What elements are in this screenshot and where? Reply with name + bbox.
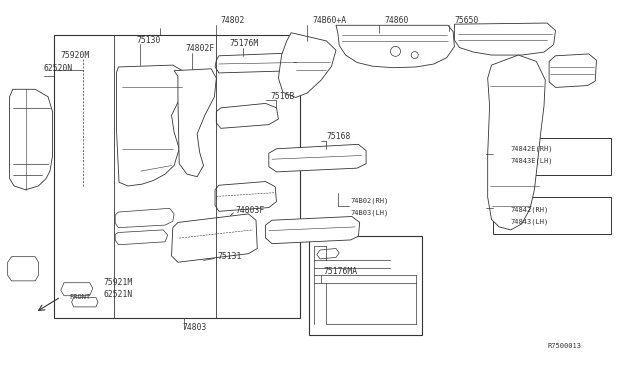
- Text: 75168: 75168: [326, 132, 351, 141]
- Text: FRONT: FRONT: [69, 294, 90, 300]
- Polygon shape: [216, 103, 278, 128]
- Text: 7516B: 7516B: [271, 92, 295, 101]
- Bar: [493, 197, 611, 234]
- Polygon shape: [278, 33, 336, 97]
- Polygon shape: [116, 65, 187, 186]
- Polygon shape: [269, 144, 366, 172]
- Polygon shape: [115, 208, 174, 228]
- Polygon shape: [61, 283, 93, 296]
- Bar: [493, 138, 611, 175]
- Text: 75176M: 75176M: [229, 39, 259, 48]
- Text: R7500013: R7500013: [547, 343, 581, 349]
- Circle shape: [390, 46, 401, 56]
- Polygon shape: [488, 55, 545, 230]
- Polygon shape: [336, 25, 454, 68]
- Text: 75921M: 75921M: [104, 278, 133, 287]
- Text: 62520N: 62520N: [44, 64, 73, 73]
- Bar: [54, 35, 300, 318]
- Polygon shape: [215, 182, 276, 211]
- Polygon shape: [174, 69, 216, 177]
- Polygon shape: [10, 89, 52, 190]
- Polygon shape: [549, 54, 596, 87]
- Polygon shape: [454, 23, 556, 55]
- Polygon shape: [317, 248, 339, 259]
- Polygon shape: [266, 217, 360, 244]
- Text: 74803: 74803: [182, 323, 207, 332]
- Text: 75131: 75131: [218, 252, 242, 261]
- Text: 74B02(RH): 74B02(RH): [351, 198, 389, 204]
- Text: 62521N: 62521N: [104, 290, 133, 299]
- Bar: [309, 236, 422, 335]
- Text: 74B60+A: 74B60+A: [312, 16, 346, 25]
- Text: 74843(LH): 74843(LH): [511, 219, 549, 225]
- Text: 75650: 75650: [454, 16, 479, 25]
- Text: 74843E(LH): 74843E(LH): [511, 157, 553, 164]
- Text: 74842(RH): 74842(RH): [511, 207, 549, 214]
- Text: 74860: 74860: [384, 16, 408, 25]
- Text: 74802F: 74802F: [186, 44, 215, 53]
- Text: 74842E(RH): 74842E(RH): [511, 145, 553, 152]
- Text: 74802: 74802: [221, 16, 245, 25]
- Polygon shape: [172, 214, 257, 262]
- Polygon shape: [115, 230, 168, 245]
- Circle shape: [412, 52, 418, 58]
- Text: 74803F: 74803F: [236, 206, 265, 215]
- Text: 75176MA: 75176MA: [323, 267, 357, 276]
- Text: 75920M: 75920M: [60, 51, 90, 60]
- Polygon shape: [72, 298, 98, 307]
- Polygon shape: [8, 257, 38, 281]
- Text: 75130: 75130: [136, 36, 161, 45]
- Polygon shape: [215, 53, 303, 73]
- Text: 74B03(LH): 74B03(LH): [351, 209, 389, 216]
